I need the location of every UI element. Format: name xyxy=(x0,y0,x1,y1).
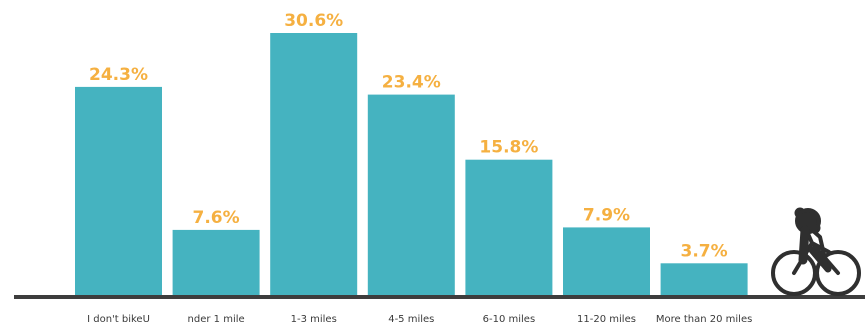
value-label-5: 7.9% xyxy=(583,205,630,225)
x-tick-label-0: I don't bikeU xyxy=(87,314,150,325)
cyclist-icon xyxy=(771,207,861,296)
bar-4 xyxy=(465,159,553,295)
x-tick-label-2: 1-3 miles xyxy=(291,314,337,325)
bar-0 xyxy=(75,86,162,296)
bar-3 xyxy=(367,94,455,295)
x-tick-label-1: nder 1 mile xyxy=(188,314,245,325)
x-tick-label-6: More than 20 miles xyxy=(656,314,752,325)
x-tick-label-4: 6-10 miles xyxy=(483,314,536,325)
bars-group xyxy=(75,33,748,296)
value-label-6: 3.7% xyxy=(681,241,728,261)
value-label-2: 30.6% xyxy=(284,11,343,31)
value-label-3: 23.4% xyxy=(382,73,441,93)
value-labels-group: 24.3% 7.6% 30.6% 23.4% 15.8% 7.9% 3.7% xyxy=(89,11,728,261)
value-label-1: 7.6% xyxy=(193,208,240,228)
x-tick-labels-group: I don't bikeU nder 1 mile 1-3 miles 4-5 mil… xyxy=(87,314,752,325)
x-tick-label-5: 11-20 miles xyxy=(577,314,636,325)
value-label-0: 24.3% xyxy=(89,65,148,85)
x-axis-baseline xyxy=(14,295,865,299)
value-label-4: 15.8% xyxy=(479,138,538,158)
bar-6 xyxy=(660,263,748,295)
bar-5 xyxy=(563,227,650,295)
bar-2 xyxy=(270,33,358,295)
bar-1 xyxy=(172,229,260,295)
x-tick-label-3: 4-5 miles xyxy=(388,314,434,325)
